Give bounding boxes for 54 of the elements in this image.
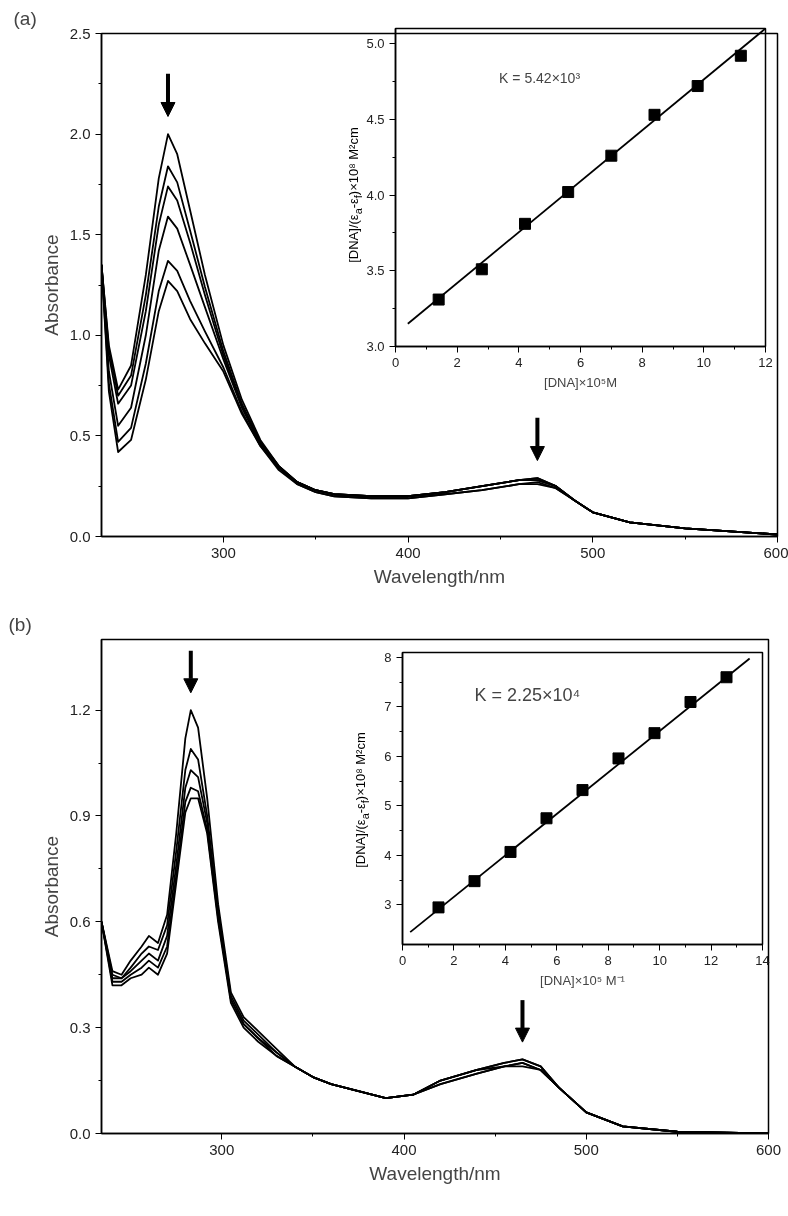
y-tick-label: 7 [384, 699, 392, 715]
x-tick-label: 600 [763, 543, 788, 561]
chart-title: (b) [8, 613, 32, 635]
x-axis-title: [DNA]×10⁵M [544, 374, 617, 390]
y-tick-label: 0.3 [69, 1018, 91, 1036]
y-tick-label: 3 [384, 897, 392, 913]
chart-title: (a) [13, 7, 37, 29]
y-tick-label: 3.0 [366, 339, 385, 354]
x-tick-label: 400 [391, 1140, 417, 1158]
y-tick-label: 1.0 [69, 326, 91, 344]
y-tick-label: 1.5 [69, 225, 91, 243]
y-tick-label: 0.5 [69, 426, 91, 444]
y-tick-label: 2.0 [69, 125, 91, 143]
x-tick-label: 10 [696, 354, 712, 370]
y-tick-label: 1.2 [69, 701, 91, 719]
y-tick-label: 8 [384, 649, 392, 665]
annotation: K = 2.25×10⁴ [474, 685, 581, 706]
y-axis-title: Absorbance [40, 835, 62, 938]
y-tick-label: 5 [384, 798, 392, 814]
x-tick-label: 12 [758, 354, 773, 370]
y-tick-label: 4.5 [366, 111, 385, 127]
x-tick-label: 500 [580, 543, 606, 561]
x-tick-label: 12 [703, 952, 719, 968]
x-axis-title: [DNA]×10⁵ M⁻¹ [540, 972, 626, 988]
x-tick-label: 6 [576, 354, 585, 370]
y-tick-label: 2.5 [69, 24, 91, 42]
x-tick-label: 4 [501, 952, 509, 968]
x-tick-label: 10 [652, 952, 667, 968]
y-tick-label: 6 [384, 748, 392, 764]
x-tick-label: 500 [573, 1140, 599, 1158]
x-tick-label: 0 [398, 952, 407, 968]
x-tick-label: 8 [638, 354, 646, 370]
x-tick-label: 4 [515, 354, 523, 370]
y-tick-label: 0.0 [69, 527, 91, 545]
x-tick-label: 8 [604, 952, 612, 968]
annotation: K = 5.42×10³ [499, 69, 581, 86]
x-tick-label: 2 [450, 952, 458, 968]
y-tick-label: 0.6 [69, 912, 91, 930]
x-axis-title: Wavelength/nm [369, 1162, 501, 1184]
y-tick-label: 3.5 [366, 263, 385, 279]
x-axis-title: Wavelength/nm [373, 565, 506, 587]
y-tick-label: 4.0 [366, 187, 385, 203]
x-tick-label: 300 [209, 1140, 235, 1158]
x-tick-label: 600 [755, 1140, 782, 1158]
y-axis-title: Absorbance [40, 234, 62, 336]
x-tick-label: 6 [553, 952, 561, 968]
x-tick-label: 2 [453, 354, 461, 370]
y-tick-label: 5.0 [366, 36, 385, 52]
y-tick-label: 0.9 [69, 806, 91, 824]
y-tick-label: 0.0 [69, 1124, 91, 1142]
x-tick-label: 300 [210, 543, 236, 561]
x-tick-label: 400 [395, 543, 421, 561]
x-tick-label: 0 [391, 354, 400, 370]
y-tick-label: 4 [384, 847, 392, 863]
